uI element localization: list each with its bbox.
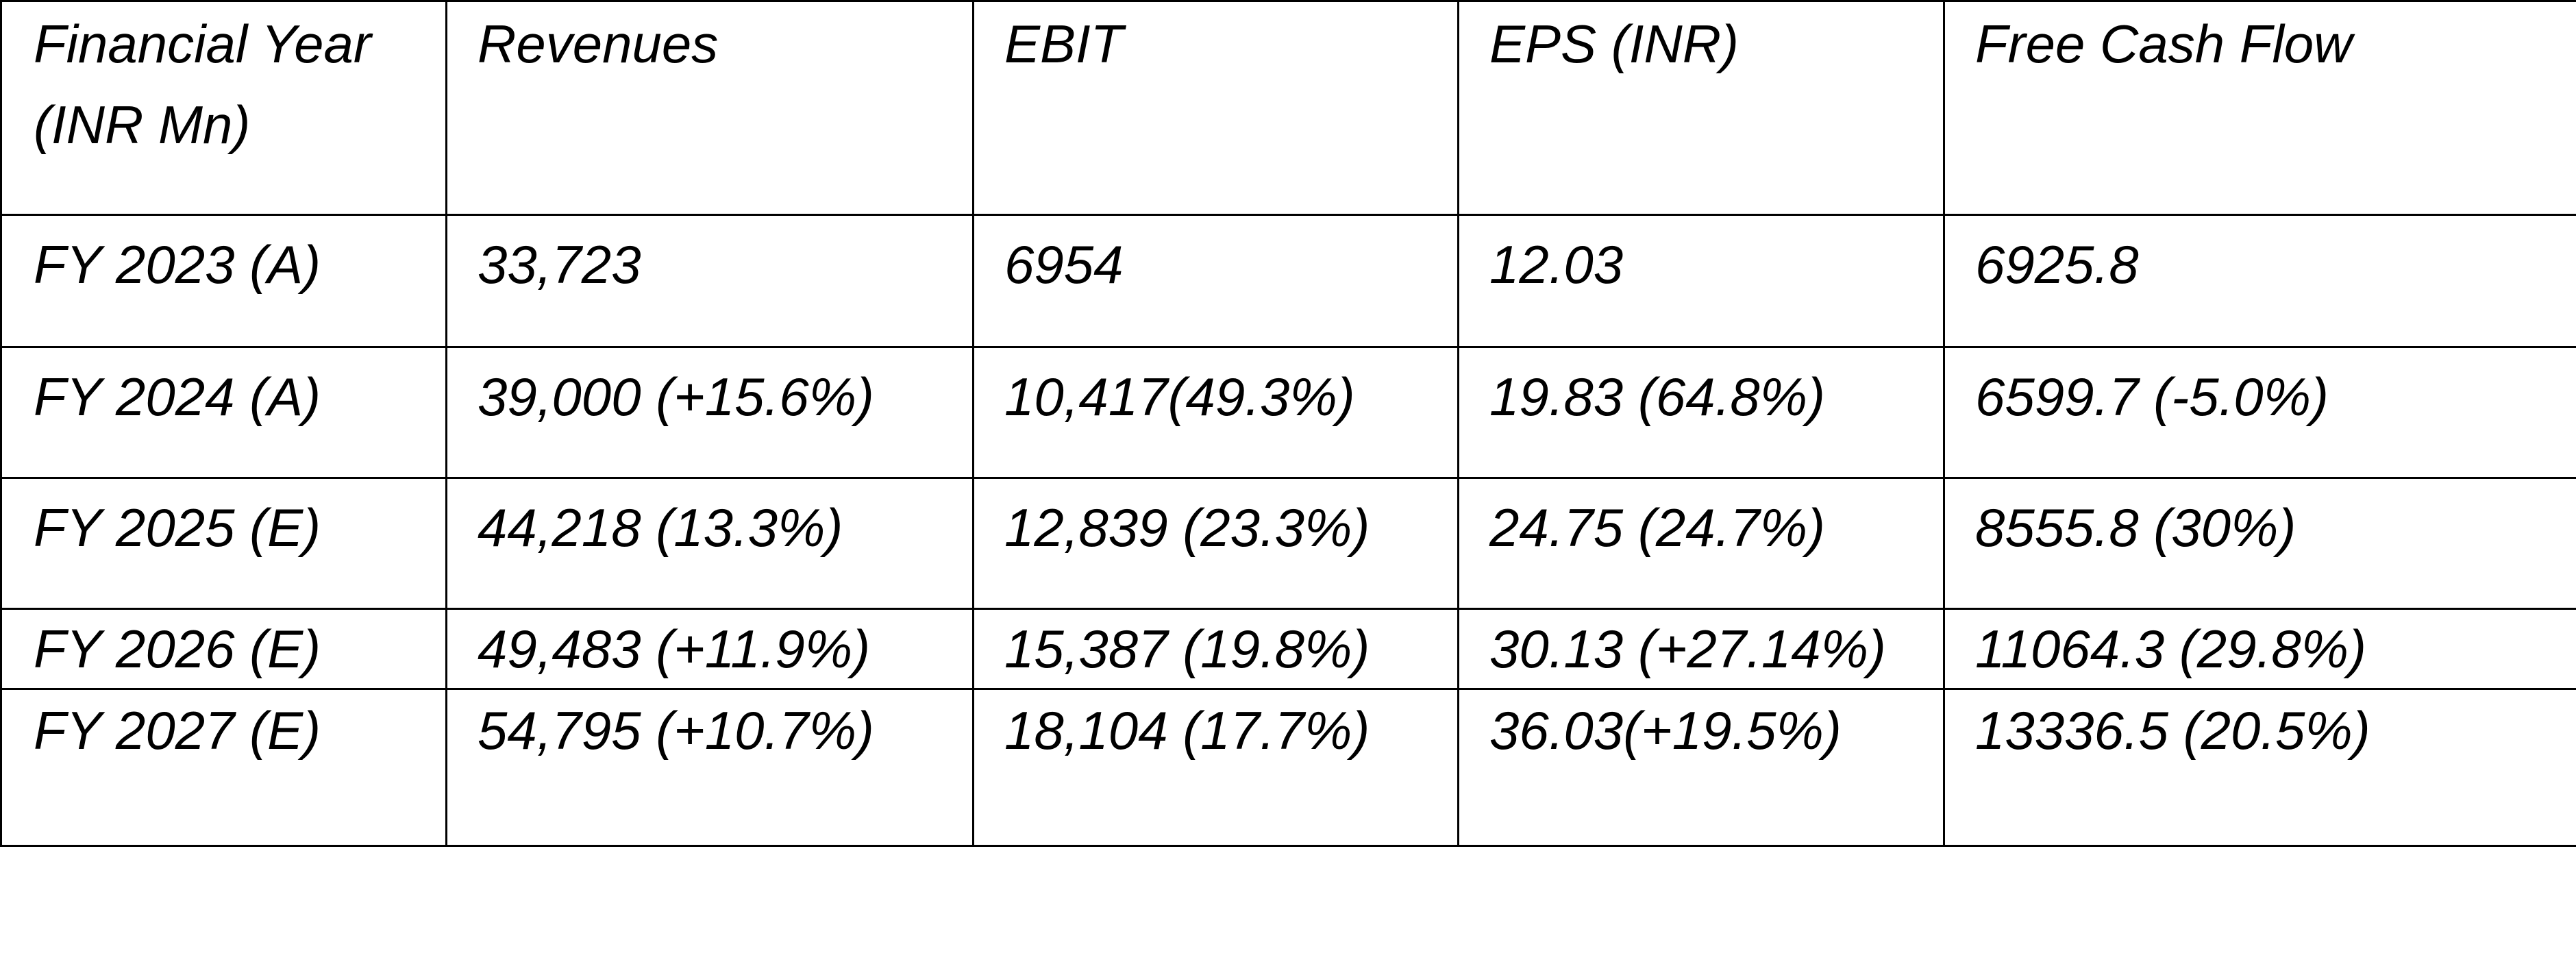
cell-free-cash-flow: 13336.5 (20.5%)	[1943, 688, 2576, 847]
header-eps: EPS (INR)	[1457, 0, 1945, 216]
cell-eps: 12.03	[1457, 214, 1945, 348]
header-revenues: Revenues	[445, 0, 974, 216]
table-row: FY 2024 (A) 39,000 (+15.6%) 10,417(49.3%…	[0, 346, 2576, 479]
cell-ebit: 10,417(49.3%)	[972, 346, 1459, 479]
cell-revenues: 44,218 (13.3%)	[445, 477, 974, 610]
cell-eps: 19.83 (64.8%)	[1457, 346, 1945, 479]
cell-revenues: 49,483 (+11.9%)	[445, 608, 974, 690]
cell-eps: 30.13 (+27.14%)	[1457, 608, 1945, 690]
cell-free-cash-flow: 11064.3 (29.8%)	[1943, 608, 2576, 690]
table-row: FY 2025 (E) 44,218 (13.3%) 12,839 (23.3%…	[0, 477, 2576, 610]
header-free-cash-flow: Free Cash Flow	[1943, 0, 2576, 216]
header-ebit: EBIT	[972, 0, 1459, 216]
header-financial-year: Financial Year (INR Mn)	[0, 0, 447, 216]
table-row: FY 2026 (E) 49,483 (+11.9%) 15,387 (19.8…	[0, 608, 2576, 690]
financial-projections-table: Financial Year (INR Mn) Revenues EBIT EP…	[0, 0, 2576, 847]
table-header-row: Financial Year (INR Mn) Revenues EBIT EP…	[0, 0, 2576, 216]
cell-ebit: 6954	[972, 214, 1459, 348]
cell-year: FY 2027 (E)	[0, 688, 447, 847]
cell-ebit: 12,839 (23.3%)	[972, 477, 1459, 610]
cell-year: FY 2026 (E)	[0, 608, 447, 690]
cell-revenues: 39,000 (+15.6%)	[445, 346, 974, 479]
cell-eps: 24.75 (24.7%)	[1457, 477, 1945, 610]
table-row: FY 2027 (E) 54,795 (+10.7%) 18,104 (17.7…	[0, 688, 2576, 847]
cell-free-cash-flow: 6925.8	[1943, 214, 2576, 348]
cell-eps: 36.03(+19.5%)	[1457, 688, 1945, 847]
cell-ebit: 18,104 (17.7%)	[972, 688, 1459, 847]
table-row: FY 2023 (A) 33,723 6954 12.03 6925.8	[0, 214, 2576, 348]
cell-free-cash-flow: 6599.7 (-5.0%)	[1943, 346, 2576, 479]
cell-revenues: 54,795 (+10.7%)	[445, 688, 974, 847]
cell-free-cash-flow: 8555.8 (30%)	[1943, 477, 2576, 610]
cell-year: FY 2023 (A)	[0, 214, 447, 348]
cell-ebit: 15,387 (19.8%)	[972, 608, 1459, 690]
cell-revenues: 33,723	[445, 214, 974, 348]
cell-year: FY 2025 (E)	[0, 477, 447, 610]
cell-year: FY 2024 (A)	[0, 346, 447, 479]
